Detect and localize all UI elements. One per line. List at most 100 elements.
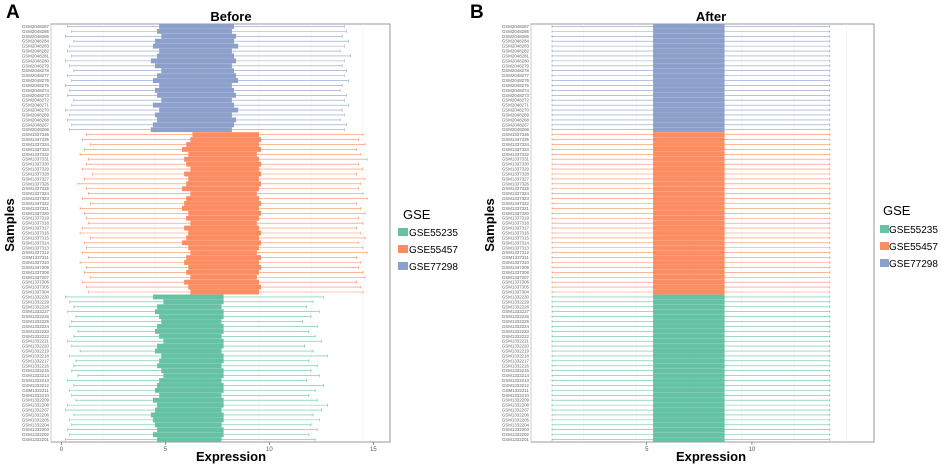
- panel-b-sample-label: GSM1332207: [502, 408, 530, 413]
- panel-a-box: [186, 269, 259, 275]
- panel-b-box: [653, 412, 725, 418]
- panel-a-box: [154, 407, 222, 413]
- panel-b-sample-label: GSM1337319: [502, 216, 530, 221]
- panel-b-box: [653, 343, 725, 349]
- panel-a-box: [182, 206, 259, 211]
- panel-b-sample-label: GSM1337315: [502, 235, 530, 240]
- panel-b-sample-label: GSM1337308: [502, 270, 530, 275]
- panel-b-sample-label: GSM1337327: [502, 176, 530, 181]
- panel-a-sample-label: GSM1332202: [22, 432, 50, 437]
- panel-b-box: [653, 176, 725, 182]
- panel-b-sample-label: GSM1332218: [502, 353, 530, 358]
- panel-b-legend: GSE GSE55235 GSE55457 GSE77298: [880, 203, 938, 270]
- panel-a-box: [190, 274, 257, 280]
- panel-a-sample-label: GSM1332205: [22, 417, 50, 422]
- panel-b-box: [653, 240, 725, 246]
- panel-b-sample-label: GSM1337325: [502, 186, 530, 191]
- panel-b-sample-label: GSM1332228: [502, 304, 530, 309]
- panel-b-sample-label: GSM1337317: [502, 226, 530, 231]
- panel-a-legend-swatch-gse77298: [398, 262, 408, 270]
- panel-b-box: [653, 397, 725, 403]
- panel-b-sample-label: GSM1337330: [502, 162, 530, 167]
- panel-a-box: [161, 368, 224, 374]
- panel-b-sample-label: GSM2048281: [502, 53, 530, 58]
- panel-b-sample-label: GSM1332208: [502, 403, 530, 408]
- panel-b-label: B: [470, 2, 484, 23]
- panel-a-sample-label: GSM2048283: [22, 44, 50, 49]
- panel-b-box: [653, 294, 725, 300]
- panel-a-sample-label: GSM1332221: [22, 339, 50, 344]
- panel-b-box: [653, 274, 725, 280]
- panel-a-sample-label: GSM1332212: [22, 383, 50, 388]
- panel-a-box: [186, 255, 262, 260]
- panel-a-sample-label: GSM1337305: [22, 285, 50, 290]
- panel-b-box: [653, 127, 725, 133]
- panel-b-box: [653, 186, 725, 192]
- panel-a-box: [182, 146, 262, 152]
- panel-a-sample-label: GSM2048286: [22, 29, 50, 34]
- panel-a-box: [190, 191, 257, 197]
- panel-b-sample-label: GSM1337314: [502, 240, 530, 245]
- panel-a-box: [152, 294, 224, 300]
- panel-b-sample-label: GSM1337306: [502, 280, 530, 285]
- panel-b-box: [653, 92, 725, 98]
- panel-b-box: [653, 87, 725, 93]
- panel-b-box: [653, 304, 725, 310]
- panel-a-sample-label: GSM1337334: [22, 142, 50, 147]
- panel-b-sample-label: GSM2048266: [502, 127, 530, 132]
- panel-b-sample-label: GSM1332227: [502, 309, 530, 314]
- panel-b-box: [653, 309, 725, 315]
- panel-a-sample-label: GSM1332213: [22, 378, 50, 383]
- panel-a-box: [184, 171, 262, 177]
- panel-b-box: [653, 417, 725, 423]
- panel-a-box: [152, 397, 224, 403]
- panel-b-sample-label: GSM2048285: [502, 34, 530, 39]
- panel-b-sample-label: GSM2048275: [502, 83, 530, 88]
- panel-b-box: [653, 319, 725, 324]
- panel-b-sample-label: GSM1337336: [502, 132, 530, 137]
- panel-a-sample-label: GSM1337304: [22, 290, 50, 295]
- panel-a-sample-label: GSM1337308: [22, 270, 50, 275]
- panel-b-sample-label: GSM2048276: [502, 78, 530, 83]
- panel-a-box: [157, 343, 224, 349]
- panel-a-sample-label: GSM1337317: [22, 226, 50, 231]
- panel-a-sample-label: GSM1337311: [22, 255, 49, 260]
- panel-a-box: [157, 324, 224, 329]
- panel-a-box: [184, 279, 259, 285]
- panel-b-box: [653, 348, 725, 354]
- panel-a-box: [188, 230, 262, 236]
- panel-a-sample-label: GSM2048278: [22, 68, 50, 73]
- panel-b-box: [653, 102, 725, 108]
- panel-b-box: [653, 220, 725, 226]
- panel-a-sample-label: GSM2048272: [22, 98, 50, 103]
- panel-b-sample-label: GSM1332220: [502, 344, 530, 349]
- panel-b-sample-label: GSM2048283: [502, 44, 530, 49]
- panel-a-sample-label: GSM1332209: [22, 398, 50, 403]
- panel-a-box: [152, 417, 224, 423]
- panel-b-sample-label: GSM2048267: [502, 122, 530, 127]
- panel-b-box: [653, 142, 725, 147]
- panel-a-box: [157, 53, 235, 59]
- panel-a-box: [163, 338, 224, 344]
- panel-a-box: [186, 142, 259, 147]
- panel-a-box: [190, 289, 259, 295]
- panel-b-x-tick-label: 5: [645, 447, 649, 453]
- panel-a-sample-label: GSM1332229: [22, 299, 50, 304]
- panel-b-box: [653, 358, 725, 364]
- panel-a-box: [154, 328, 224, 334]
- panel-b-sample-label: GSM1337310: [502, 260, 530, 265]
- panel-a-sample-label: GSM2048281: [22, 53, 50, 58]
- panel-a-sample-label: GSM1332224: [22, 324, 50, 329]
- panel-a-box: [152, 432, 224, 438]
- panel-b-sample-label: GSM1337313: [502, 245, 530, 250]
- panel-b-box: [653, 171, 725, 177]
- panel-b-sample-label: GSM1332202: [502, 432, 530, 437]
- panel-b-sample-label: GSM1337305: [502, 285, 530, 290]
- panel-a-sample-label: GSM1337330: [22, 162, 50, 167]
- panel-b-sample-label: GSM2048284: [502, 39, 530, 44]
- panel-b-box: [653, 373, 725, 379]
- panel-b-box: [653, 58, 725, 64]
- panel-a-sample-label: GSM1332211: [22, 388, 49, 393]
- panel-a-box: [154, 112, 232, 118]
- panel-b-box: [653, 43, 725, 49]
